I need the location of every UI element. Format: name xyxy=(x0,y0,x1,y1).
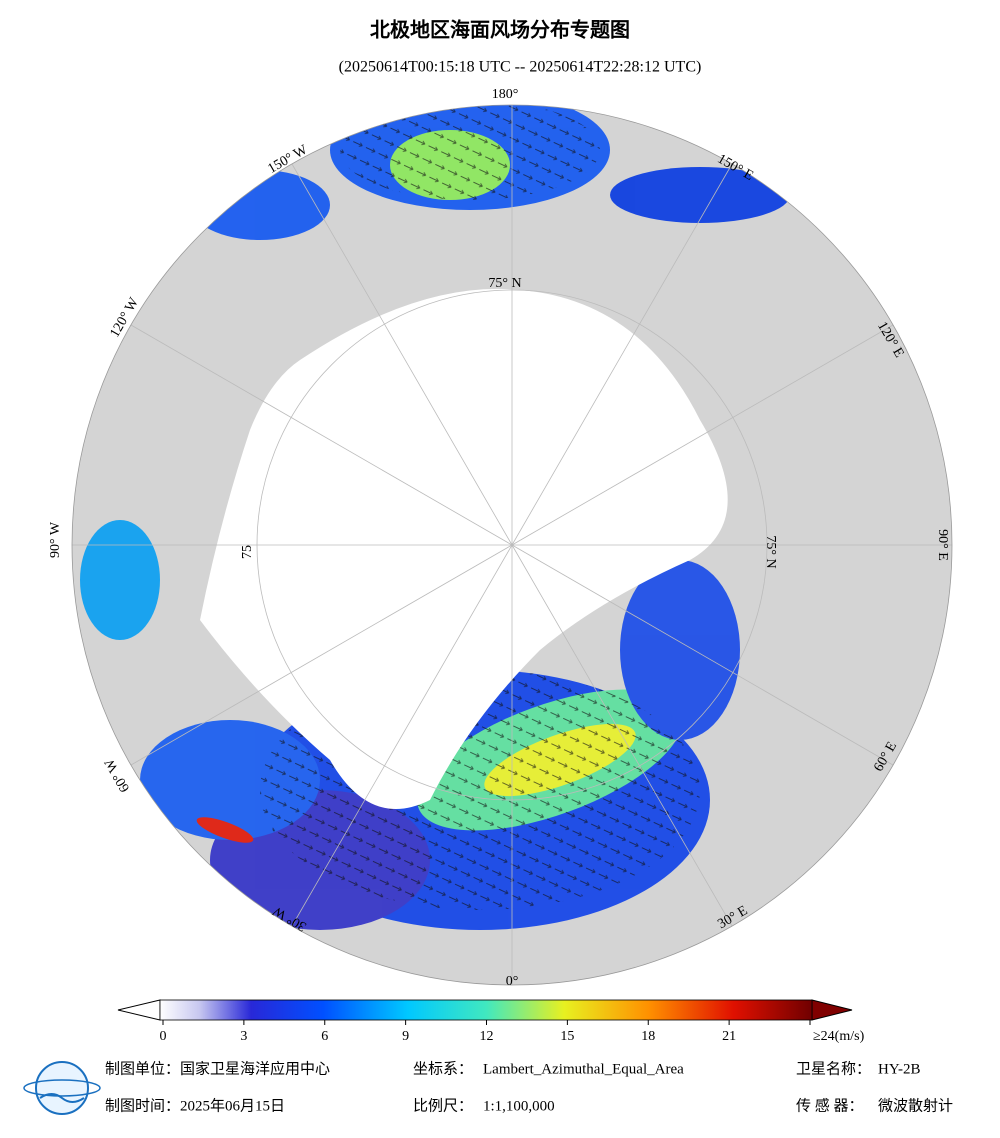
lon-label: 90° E xyxy=(935,529,950,561)
footer-label: 卫星名称： xyxy=(796,1060,871,1077)
footer-label: 传 感 器： xyxy=(796,1097,864,1114)
lat-label: 75 xyxy=(240,545,255,559)
colorbar-tick-label: 3 xyxy=(240,1029,247,1044)
colorbar-tick-label: ≥24(m/s) xyxy=(813,1029,865,1044)
colorbar-tick-label: 6 xyxy=(321,1029,328,1044)
colorbar: 0 3 6 9 12 15 18 21 ≥24(m/s) xyxy=(117,999,865,1044)
map-subtitle: (20250614T00:15:18 UTC -- 20250614T22:28… xyxy=(339,59,702,76)
colorbar-tick-label: 9 xyxy=(402,1029,409,1044)
footer-value: Lambert_Azimuthal_Equal_Area xyxy=(483,1061,684,1077)
map-body xyxy=(72,105,952,985)
lon-label: 0° xyxy=(506,974,519,989)
footer: 制图单位： 国家卫星海洋应用中心 坐标系： Lambert_Azimuthal_Equ… xyxy=(105,1059,953,1114)
footer-label: 比例尺： xyxy=(413,1097,473,1114)
footer-label: 坐标系： xyxy=(413,1060,473,1077)
colorbar-tick-label: 21 xyxy=(722,1029,736,1044)
footer-value: 2025年06月15日 xyxy=(180,1097,285,1114)
graticule xyxy=(72,105,952,985)
footer-value: HY-2B xyxy=(878,1061,921,1077)
colorbar-ramp xyxy=(159,999,813,1021)
sea-ice xyxy=(200,288,728,809)
lon-label: 180° xyxy=(492,87,519,102)
colorbar-tick-label: 0 xyxy=(160,1029,167,1044)
footer-label: 制图单位： xyxy=(105,1060,180,1077)
lat-label: 75° N xyxy=(488,276,521,291)
footer-value: 1:1,100,000 xyxy=(483,1098,555,1114)
lon-label: 90° W xyxy=(48,521,63,558)
colorbar-high-arrow xyxy=(811,999,853,1021)
colorbar-tick-label: 15 xyxy=(560,1029,574,1044)
colorbar-tick-label: 12 xyxy=(480,1029,494,1044)
lat-label: 75° N xyxy=(763,535,778,568)
footer-label: 制图时间： xyxy=(105,1097,180,1114)
map-border xyxy=(71,104,953,986)
map-title: 北极地区海面风场分布专题图 xyxy=(370,18,630,42)
colorbar-low-arrow xyxy=(117,999,161,1021)
colorbar-tick-label: 18 xyxy=(641,1029,655,1044)
footer-value: 国家卫星海洋应用中心 xyxy=(180,1059,330,1077)
footer-value: 微波散射计 xyxy=(878,1097,953,1114)
logo xyxy=(23,1061,101,1115)
